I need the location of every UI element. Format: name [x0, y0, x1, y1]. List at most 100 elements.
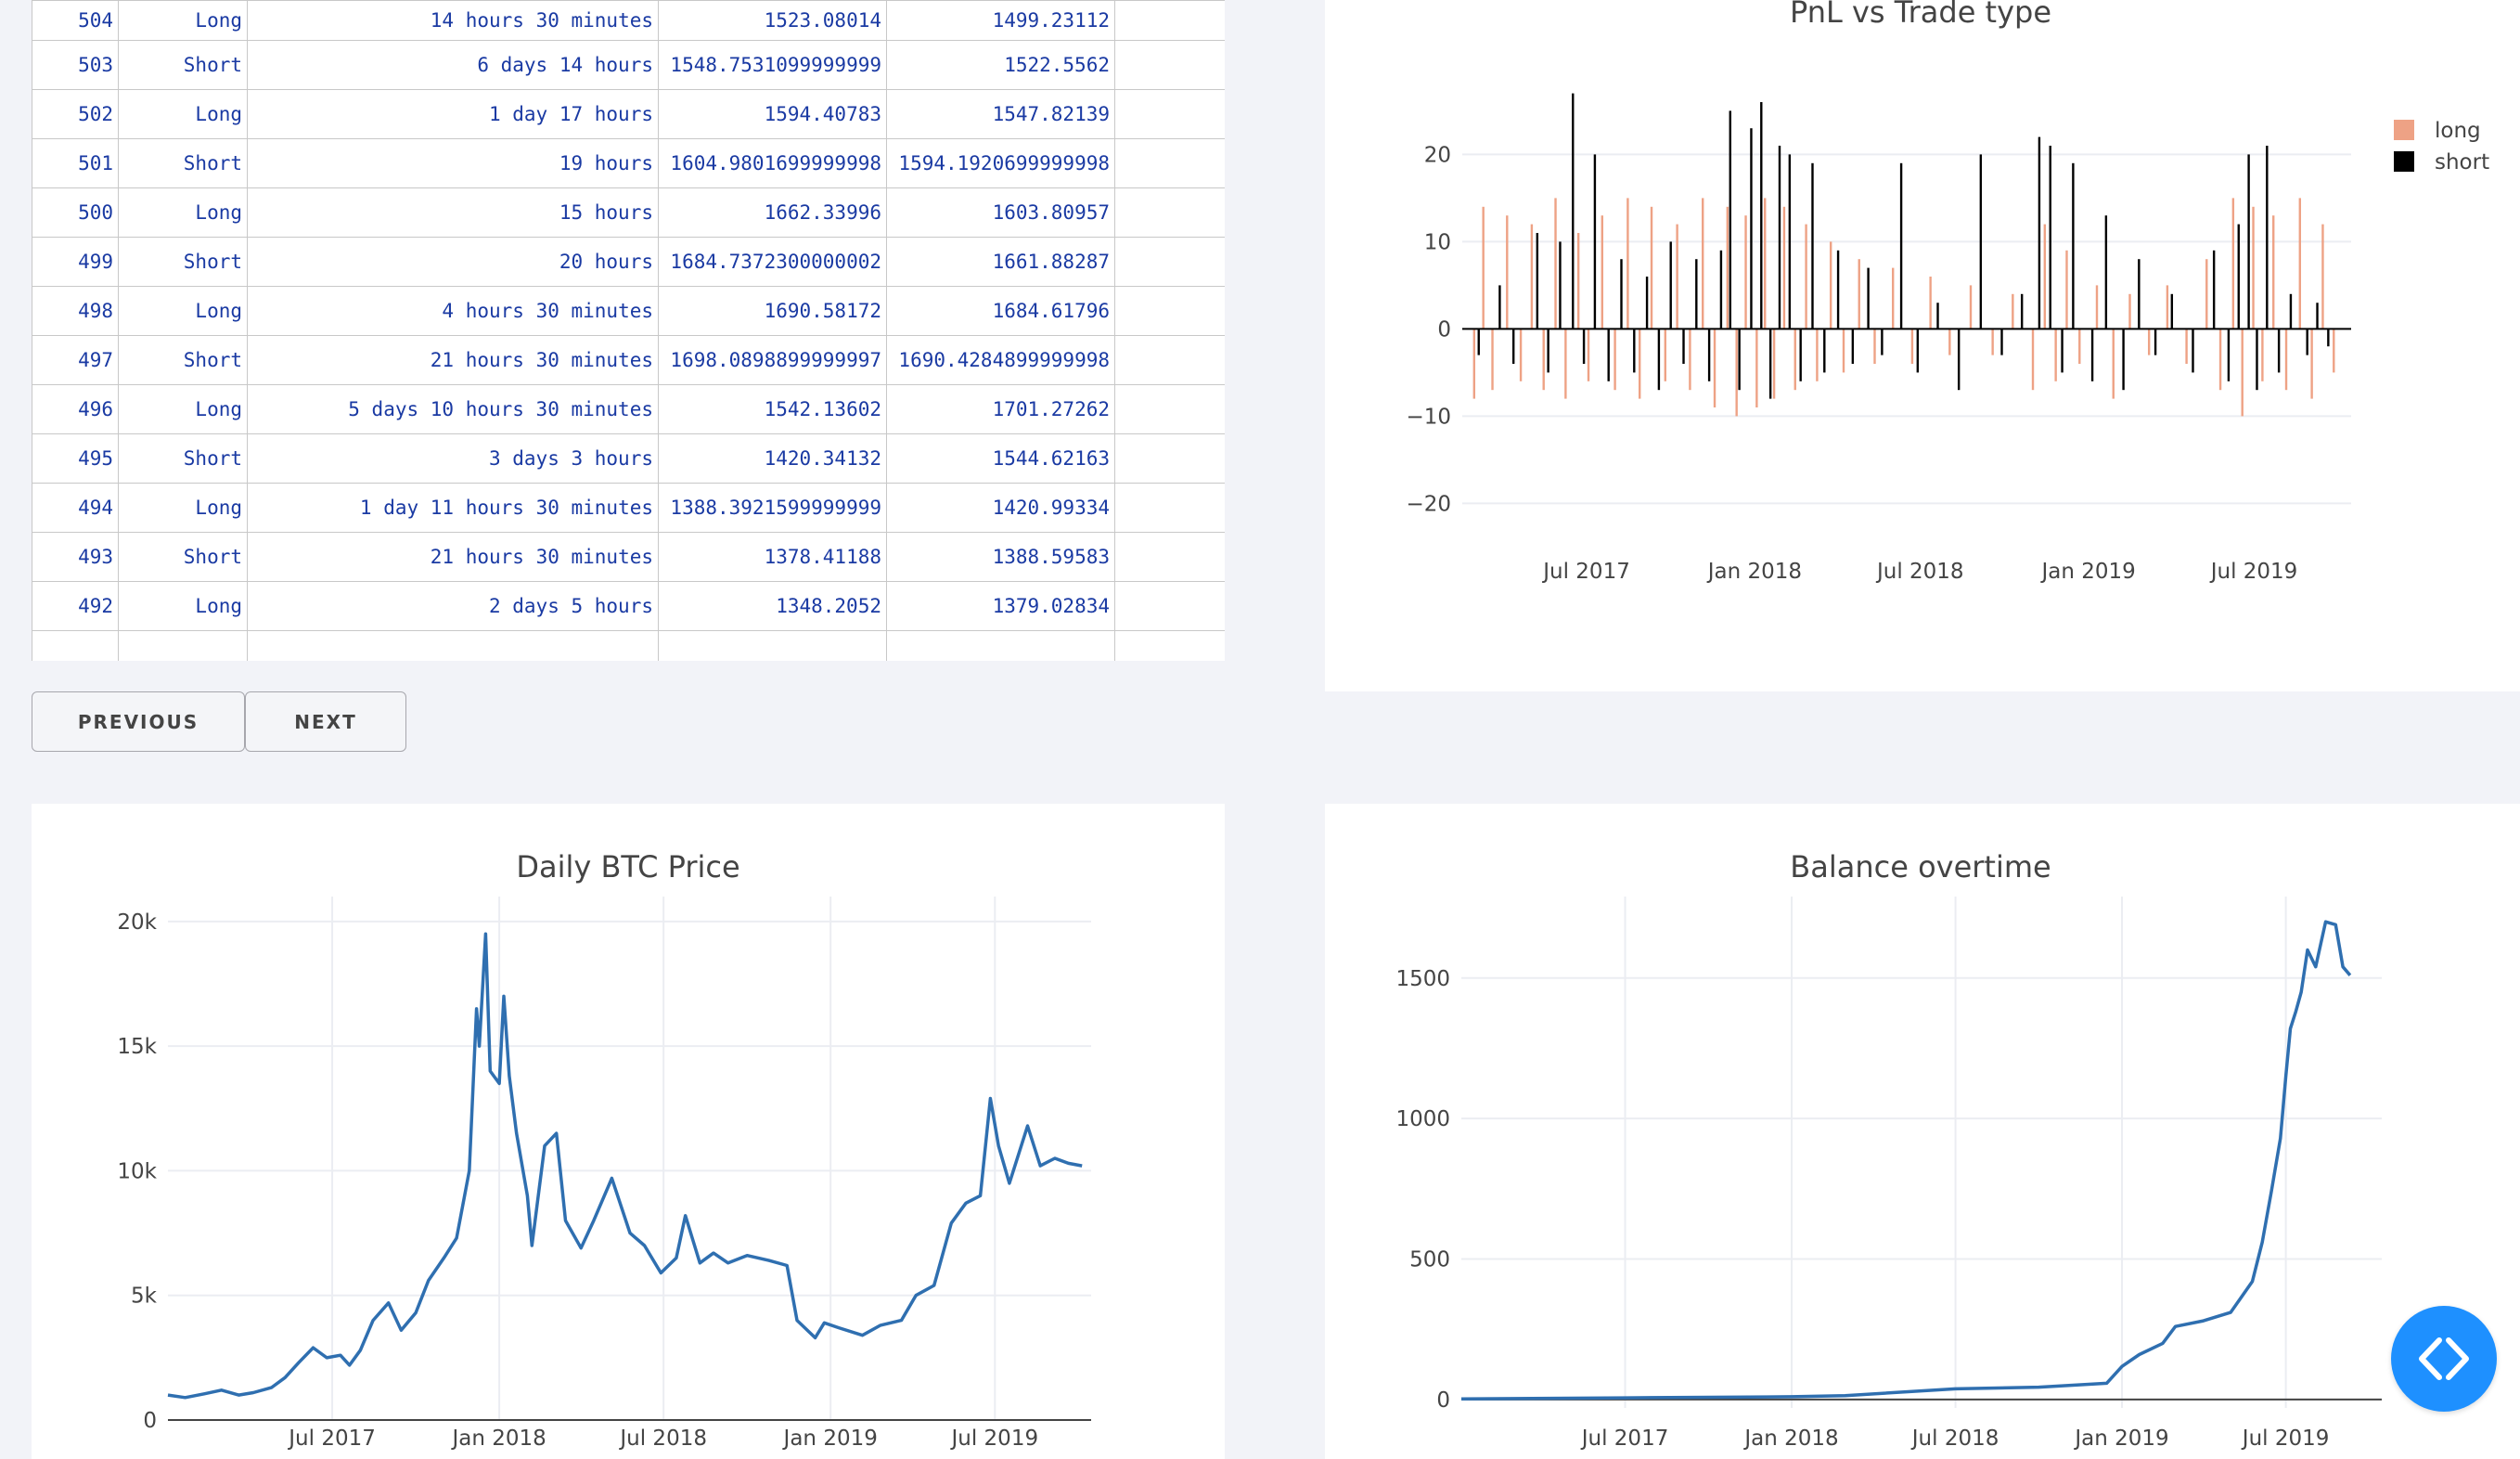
- table-row: 498 Long 4 hours 30 minutes 1690.58172 1684.…: [32, 286, 1225, 336]
- duration-cell: 20 hours: [247, 237, 659, 287]
- long-bar: [1587, 329, 1590, 381]
- long-bar: [1829, 241, 1832, 329]
- exit-price-cell: 1603.80957: [886, 187, 1115, 238]
- long-bar: [2231, 198, 2235, 329]
- y-tick-label: 0: [143, 1409, 157, 1433]
- long-bar: [1816, 329, 1819, 381]
- long-bar: [1713, 329, 1716, 407]
- long-bar: [2321, 224, 2324, 329]
- short-bar: [1768, 329, 1772, 399]
- long-bar: [2241, 329, 2244, 417]
- long-bar: [2272, 215, 2275, 329]
- long-bar: [2185, 329, 2188, 364]
- short-bar: [2306, 329, 2308, 355]
- series-line: [167, 932, 1083, 1400]
- x-tick-label: Jan 2018: [450, 1427, 546, 1451]
- short-bar: [1778, 146, 1781, 329]
- previous-button[interactable]: PREVIOUS: [32, 691, 245, 752]
- table-row: 497 Short 21 hours 30 minutes 1698.08988999…: [32, 335, 1225, 385]
- daily-btc-price-chart: Daily BTC Price 0 5k 10k 15k 20k Jul 2017 Jan 2…: [117, 849, 1091, 1451]
- short-bar: [2170, 293, 2174, 329]
- exit-price-cell: 1544.62163: [886, 433, 1115, 484]
- extra-cell: [1114, 138, 1225, 188]
- short-bar: [1729, 110, 1731, 329]
- table-row: 496 Long 5 days 10 hours 30 minutes 1542.13…: [32, 384, 1225, 434]
- long-bar: [1564, 329, 1567, 399]
- long-bar: [2095, 285, 2099, 329]
- short-bar: [1607, 329, 1610, 381]
- long-bar: [1726, 206, 1729, 329]
- trades-table-container[interactable]: 504 Long 14 hours 30 minutes 1523.08014 1499…: [32, 0, 1225, 661]
- y-tick-label: −10: [1406, 405, 1451, 429]
- long-bar: [1969, 285, 1973, 329]
- long-bar: [2218, 329, 2222, 391]
- y-tick-label: 500: [1409, 1248, 1450, 1272]
- long-bar: [2166, 285, 2169, 329]
- short-bar: [1547, 329, 1549, 373]
- trade-type-cell: Long: [118, 286, 248, 336]
- extra-cell: [1114, 483, 1225, 533]
- y-tick-label: 15k: [117, 1035, 157, 1059]
- long-bar: [2298, 198, 2302, 329]
- duration-cell: 4 hours 30 minutes: [247, 286, 659, 336]
- short-bar: [2154, 329, 2157, 355]
- extra-cell: [1114, 581, 1225, 631]
- long-bar: [1782, 206, 1786, 329]
- duration-cell: [247, 630, 659, 661]
- y-tick-label: 20k: [117, 910, 157, 935]
- balance-panel: Balance overtime 0 500 1000 1500 Jul 2017 Jan …: [1325, 804, 2520, 1459]
- long-bar: [1650, 206, 1653, 329]
- table-row: 492 Long 2 days 5 hours 1348.2052 1379.02834: [32, 581, 1225, 631]
- short-bar: [1916, 329, 1920, 373]
- btc-price-panel: Daily BTC Price 0 5k 10k 15k 20k Jul 2017 Jan 2…: [32, 804, 1225, 1459]
- table-row: 493 Short 21 hours 30 minutes 1378.41188 138…: [32, 532, 1225, 582]
- y-tick-label: 20: [1424, 143, 1451, 167]
- trade-type-cell: Long: [118, 0, 248, 41]
- y-tick-label: −20: [1406, 492, 1451, 516]
- short-bar: [1788, 154, 1792, 329]
- long-bar: [1744, 215, 1747, 329]
- balance-overtime-chart: Balance overtime 0 500 1000 1500 Jul 2017 Jan …: [1395, 849, 2382, 1451]
- short-bar: [2038, 136, 2041, 329]
- extra-cell: [1114, 0, 1225, 41]
- extra-cell: [1114, 384, 1225, 434]
- long-bar: [2012, 293, 2014, 329]
- short-bar: [1477, 329, 1480, 355]
- short-bar: [2237, 224, 2240, 329]
- trade-type-cell: Short: [118, 433, 248, 484]
- short-bar: [1823, 329, 1826, 373]
- short-bar: [1498, 285, 1501, 329]
- long-bar: [1764, 198, 1767, 329]
- exit-price-cell: 1690.4284899999998: [886, 335, 1115, 385]
- long-bar: [1805, 224, 1807, 329]
- trade-id-cell: [32, 630, 119, 661]
- x-tick-label: Jan 2019: [2073, 1427, 2168, 1451]
- long-bar: [2078, 329, 2081, 364]
- short-bar: [1851, 329, 1855, 364]
- extra-cell: [1114, 335, 1225, 385]
- short-bar: [1881, 329, 1884, 355]
- short-bar: [1657, 329, 1661, 391]
- code-toggle-button[interactable]: [2391, 1306, 2497, 1412]
- short-bar: [2247, 154, 2250, 329]
- x-tick-label: Jul 2017: [287, 1427, 376, 1451]
- short-bar: [2020, 293, 2024, 329]
- trade-id-cell: 499: [32, 237, 119, 287]
- short-bar: [2316, 303, 2319, 329]
- entry-price-cell: 1378.41188: [658, 532, 887, 582]
- trade-id-cell: 504: [32, 0, 119, 41]
- long-bar: [1794, 329, 1796, 391]
- long-bar: [1842, 329, 1845, 373]
- short-bar: [1750, 128, 1753, 329]
- pnl-chart-panel: PnL vs Trade type 20 10 0 −10 −20 Jul 2017 Jan …: [1325, 0, 2520, 691]
- long-bar: [1542, 329, 1545, 391]
- next-button[interactable]: NEXT: [245, 691, 406, 752]
- extra-cell: [1114, 630, 1225, 661]
- exit-price-cell: 1684.61796: [886, 286, 1115, 336]
- exit-price-cell: 1661.88287: [886, 237, 1115, 287]
- x-tick-label: Jul 2019: [949, 1427, 1038, 1451]
- exit-price-cell: 1547.82139: [886, 89, 1115, 139]
- long-bar: [1491, 329, 1494, 391]
- short-bar: [1645, 277, 1649, 329]
- y-tick-label: 0: [1436, 1388, 1450, 1413]
